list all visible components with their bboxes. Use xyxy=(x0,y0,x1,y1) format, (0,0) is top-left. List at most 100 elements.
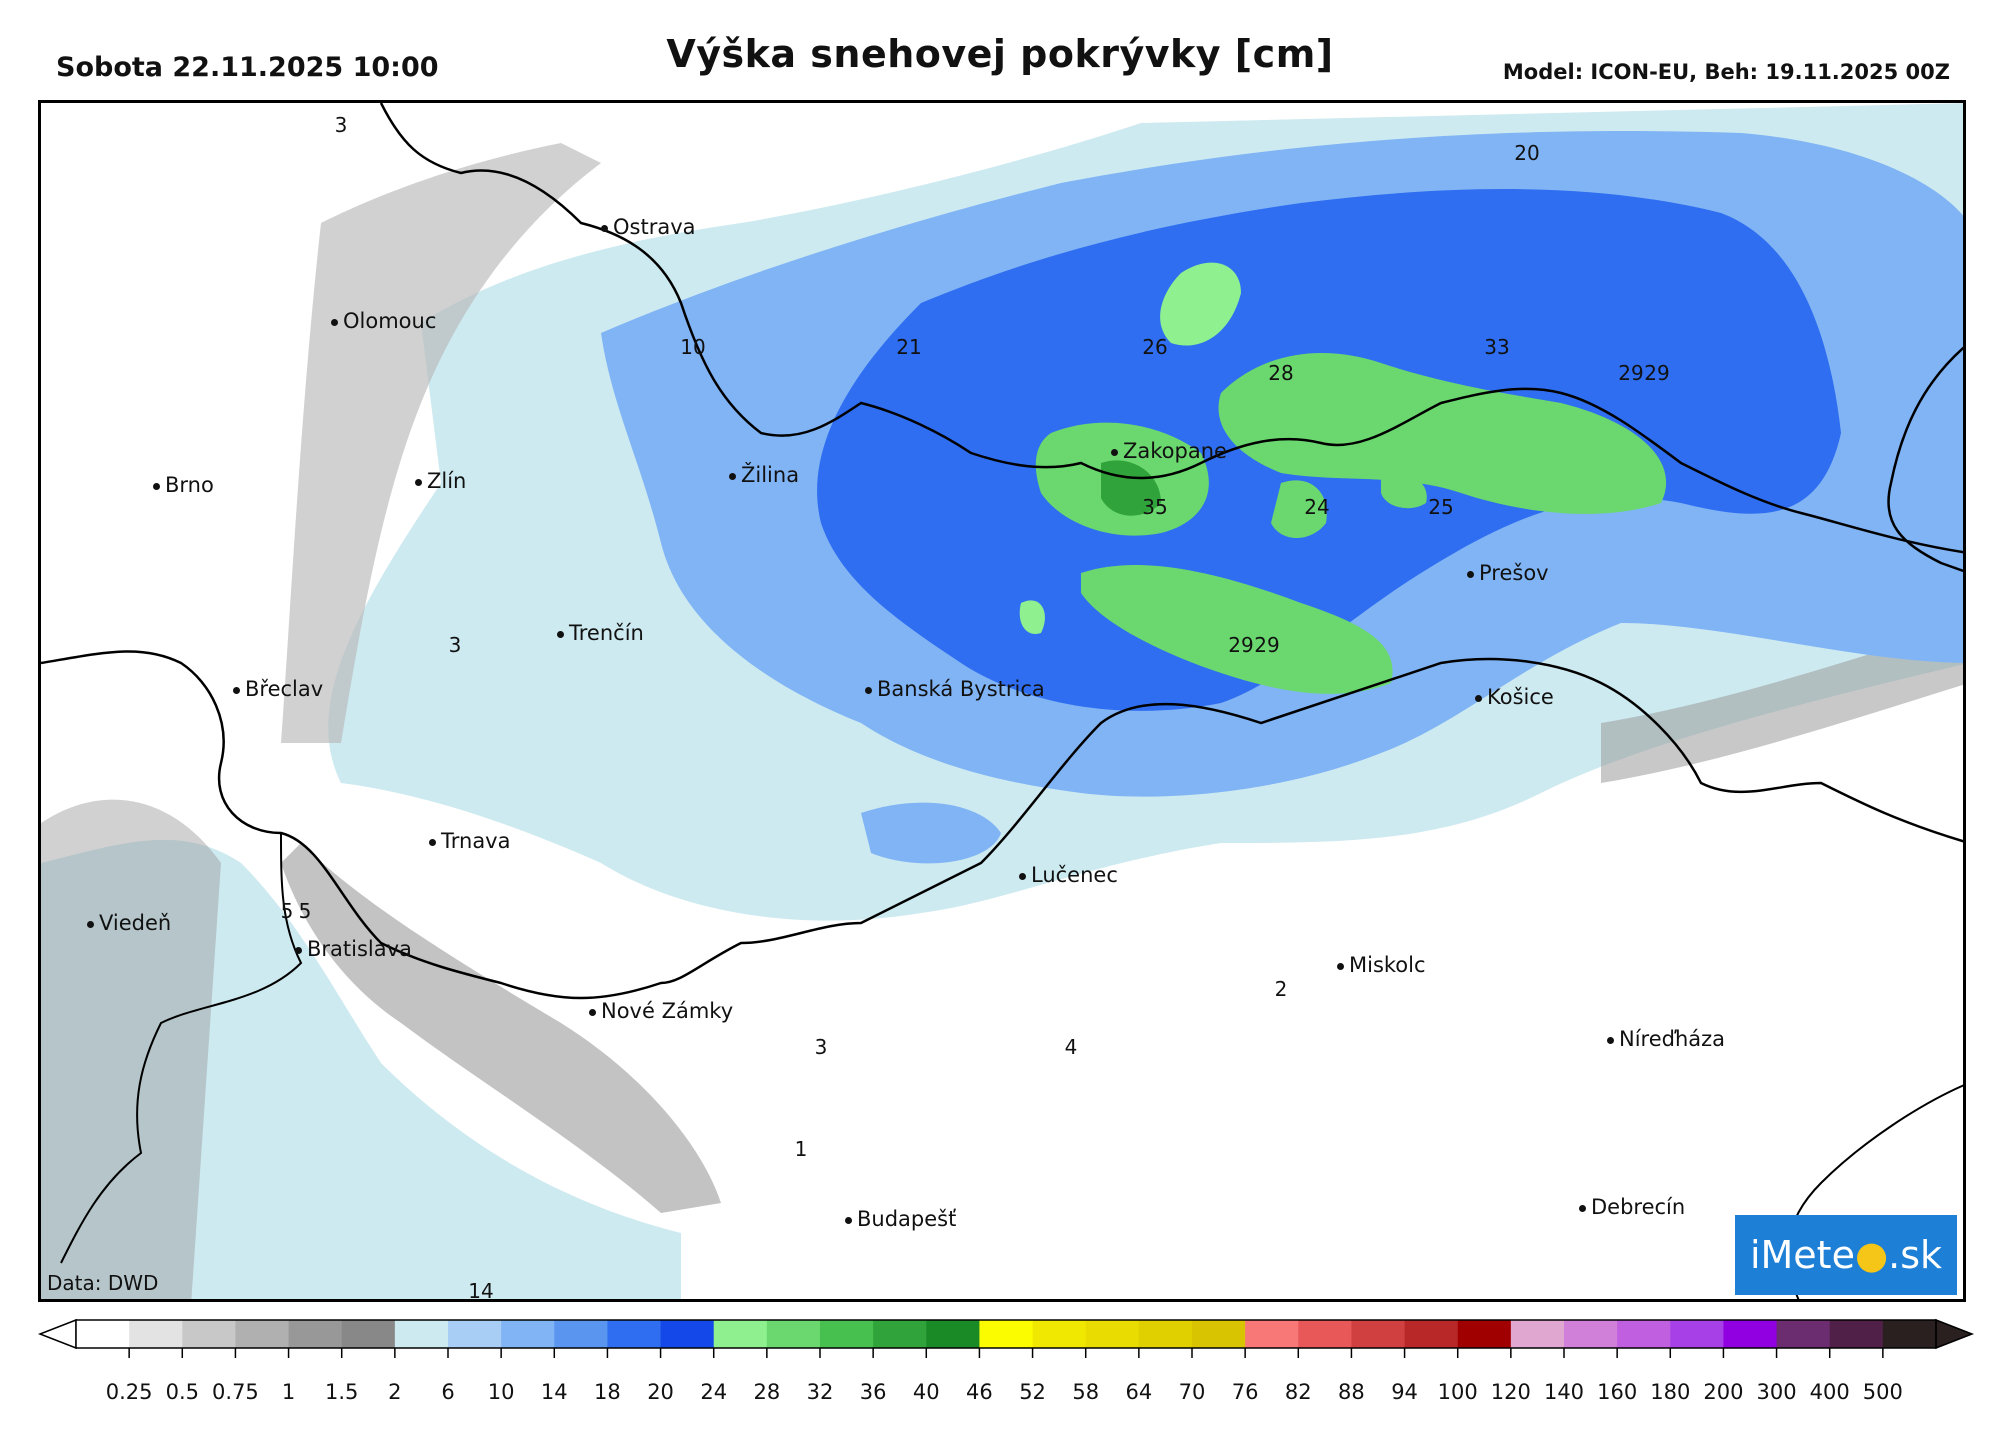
scale-tick-label: 400 xyxy=(1809,1380,1850,1404)
scale-tick-label: 0.75 xyxy=(212,1380,259,1404)
color-scale-legend: 0.25 0.5 0.75 1 1.5 2 6 10 14 18 20 24 28 32 36 40 46 52 5… xyxy=(36,1308,1976,1438)
snow-value: 28 xyxy=(1268,361,1294,385)
scale-tick-label: 88 xyxy=(1338,1380,1365,1404)
scale-tick-label: 0.25 xyxy=(105,1380,153,1404)
scale-swatch xyxy=(766,1320,821,1348)
scale-tick-label: 100 xyxy=(1437,1380,1478,1404)
scale-tick-label: 94 xyxy=(1391,1380,1418,1404)
forecast-map[interactable]: Ostrava Olomouc Brno Zlín Žilina Zakopan… xyxy=(38,100,1966,1302)
scale-tick-label: 300 xyxy=(1756,1380,1797,1404)
scale-tick-label: 2 xyxy=(388,1380,402,1404)
scale-swatch xyxy=(1192,1320,1246,1348)
city-debrecin: Debrecín xyxy=(1579,1195,1685,1219)
data-credit: Data: DWD xyxy=(47,1271,159,1295)
scale-swatch xyxy=(1882,1320,1937,1348)
snow-value: 35 xyxy=(1142,495,1168,519)
snow-value: 29 xyxy=(1644,361,1670,385)
sun-icon: ● xyxy=(1854,1233,1889,1277)
city-presov: Prešov xyxy=(1467,561,1549,585)
scale-swatch xyxy=(1776,1320,1831,1348)
snow-value: 10 xyxy=(680,335,706,359)
scale-tick-label: 180 xyxy=(1650,1380,1691,1404)
snow-value: 2 xyxy=(1274,977,1288,1001)
scale-swatch xyxy=(394,1320,449,1348)
scale-swatch xyxy=(820,1320,874,1348)
snow-value: 20 xyxy=(1514,141,1540,165)
scale-tick-label: 14 xyxy=(540,1380,568,1404)
city-vieden: Viedeň xyxy=(87,911,171,935)
scale-swatch xyxy=(1617,1320,1671,1348)
scale-swatch xyxy=(235,1320,290,1348)
scale-swatch xyxy=(873,1320,927,1348)
city-nove-zamky: Nové Zámky xyxy=(589,999,733,1023)
city-zlin: Zlín xyxy=(415,469,466,493)
scale-swatch xyxy=(1085,1320,1140,1348)
scale-tick-label: 6 xyxy=(441,1380,455,1404)
city-olomouc: Olomouc xyxy=(331,309,436,333)
city-ostrava: Ostrava xyxy=(601,215,696,239)
city-niredhaza: Níreďháza xyxy=(1607,1027,1725,1051)
scale-swatch xyxy=(288,1320,343,1348)
scale-tick-label: 82 xyxy=(1284,1380,1312,1404)
snow-value: 3 xyxy=(814,1035,828,1059)
snow-value: 26 xyxy=(1142,335,1168,359)
city-trencin: Trenčín xyxy=(557,621,644,645)
scale-swatch xyxy=(501,1320,555,1348)
scale-swatch xyxy=(182,1320,236,1348)
scale-tick-label: 36 xyxy=(859,1380,887,1404)
city-breclav: Břeclav xyxy=(233,677,323,701)
city-brno: Brno xyxy=(153,473,214,497)
snow-value: 29 xyxy=(1618,361,1644,385)
city-lucenec: Lučenec xyxy=(1019,863,1118,887)
scale-border xyxy=(75,1319,1937,1349)
scale-tick-label: 120 xyxy=(1490,1380,1531,1404)
city-budapest: Budapešť xyxy=(845,1207,956,1231)
scale-arrow-left xyxy=(37,1318,77,1350)
snow-value: 3 xyxy=(334,113,348,137)
snow-value: 14 xyxy=(468,1279,494,1302)
scale-swatch xyxy=(1723,1320,1778,1348)
snow-value: 1 xyxy=(794,1137,808,1161)
city-miskolc: Miskolc xyxy=(1337,953,1426,977)
imeteo-logo[interactable]: iMete●.sk xyxy=(1735,1215,1957,1295)
scale-swatch xyxy=(1829,1320,1884,1348)
scale-tick-label: 1 xyxy=(281,1380,296,1404)
city-bratislava: Bratislava xyxy=(295,937,412,961)
scale-tick-label: 46 xyxy=(966,1380,993,1404)
city-kosice: Košice xyxy=(1475,685,1554,709)
scale-swatch xyxy=(660,1320,715,1348)
scale-tick-label: 200 xyxy=(1703,1380,1744,1404)
scale-tick-label: 160 xyxy=(1597,1380,1638,1404)
scale-swatch xyxy=(76,1320,130,1348)
scale-swatch xyxy=(448,1320,502,1348)
scale-tick-label: 140 xyxy=(1543,1380,1585,1404)
scale-swatch xyxy=(1564,1320,1618,1348)
scale-swatch xyxy=(1510,1320,1565,1348)
scale-tick-label: 0.5 xyxy=(165,1380,199,1404)
snow-value: 5 xyxy=(280,899,294,923)
color-scale-bar xyxy=(37,1318,1975,1358)
snow-value: 24 xyxy=(1304,495,1330,519)
scale-swatch xyxy=(1351,1320,1406,1348)
forecast-date: Sobota 22.11.2025 10:00 xyxy=(56,52,439,83)
scale-swatch xyxy=(607,1320,662,1348)
scale-swatch xyxy=(926,1320,980,1348)
scale-tick-label: 500 xyxy=(1862,1380,1903,1404)
scale-swatch xyxy=(1245,1320,1299,1348)
scale-swatch xyxy=(979,1320,1034,1348)
scale-swatch xyxy=(341,1320,396,1348)
city-trnava: Trnava xyxy=(429,829,510,853)
scale-tick-label: 58 xyxy=(1072,1380,1100,1404)
scale-tick-label: 52 xyxy=(1019,1380,1046,1404)
scale-tick-label: 20 xyxy=(647,1380,674,1404)
snow-value: 5 xyxy=(298,899,312,923)
city-zilina: Žilina xyxy=(729,463,799,487)
scale-swatch xyxy=(1138,1320,1193,1348)
city-banska-bystrica: Banská Bystrica xyxy=(865,677,1045,701)
scale-tick-label: 28 xyxy=(753,1380,781,1404)
scale-tick-label: 1.5 xyxy=(325,1380,359,1404)
model-run: Model: ICON-EU, Beh: 19.11.2025 00Z xyxy=(1502,60,1950,84)
scale-swatch xyxy=(713,1320,768,1348)
scale-tick-label: 10 xyxy=(487,1380,515,1404)
scale-swatch xyxy=(554,1320,608,1348)
